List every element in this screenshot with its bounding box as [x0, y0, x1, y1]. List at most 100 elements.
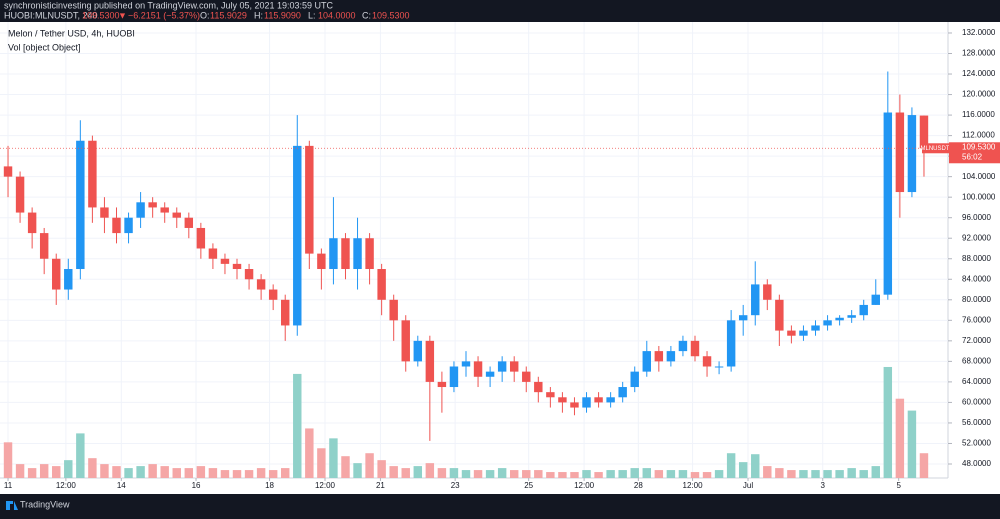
- volume-bar: [642, 468, 651, 478]
- volume-bar: [690, 472, 700, 478]
- volume-bar: [534, 470, 543, 478]
- y-tick-label: 64.0000: [962, 377, 991, 386]
- x-tick-label: 28: [634, 481, 643, 490]
- volume-bar: [473, 470, 483, 478]
- candle-layer: [3, 71, 929, 441]
- volume-bar: [244, 470, 254, 478]
- volume-bar: [184, 468, 194, 478]
- candle-body: [148, 202, 157, 208]
- volume-bar: [763, 466, 772, 478]
- candle-body: [485, 371, 495, 377]
- x-tick-label: 12:00: [56, 481, 77, 490]
- volume-bar: [702, 472, 712, 478]
- volume-bar: [196, 466, 206, 478]
- header-item: 104.0000: [318, 10, 356, 20]
- volume-bar: [256, 468, 266, 478]
- x-tick-label: 16: [192, 481, 201, 490]
- volume-bar: [594, 472, 603, 478]
- header-item: O:: [200, 10, 210, 20]
- candle-body: [582, 397, 591, 408]
- candle-body: [738, 315, 748, 321]
- volume-bar: [148, 464, 157, 478]
- y-tick-label: 120.0000: [962, 90, 996, 99]
- candle-body: [509, 361, 519, 372]
- volume-bar: [497, 468, 507, 478]
- candle-body: [823, 320, 832, 326]
- candle-body: [690, 340, 700, 357]
- chart-title: Melon / Tether USD, 4h, HUOBI: [8, 28, 135, 38]
- volume-bar: [907, 410, 917, 478]
- x-tick-label: Jul: [743, 481, 753, 490]
- header-item: 115.9029: [210, 10, 247, 20]
- volume-bar: [606, 470, 615, 478]
- candle-body: [546, 392, 555, 398]
- candle-body: [341, 238, 350, 270]
- candle-body: [618, 387, 627, 398]
- volume-bar: [895, 398, 905, 478]
- y-tick-label: 112.0000: [962, 131, 995, 140]
- volume-bar: [305, 428, 314, 478]
- candle-body: [919, 115, 929, 149]
- candle-body: [642, 351, 651, 372]
- y-tick-label: 48.0000: [962, 459, 991, 468]
- volume-bar: [341, 456, 350, 478]
- volume-bar: [666, 470, 676, 478]
- y-tick-label: 128.0000: [962, 49, 996, 58]
- volume-bar: [799, 470, 808, 478]
- candle-body: [413, 340, 423, 362]
- x-tick-label: 23: [451, 481, 460, 490]
- volume-bar: [172, 468, 181, 478]
- volume-bar: [160, 466, 169, 478]
- footer-bar: [0, 494, 1000, 514]
- price-tag-label: 109.5300: [962, 142, 996, 151]
- y-tick-label: 104.0000: [962, 172, 996, 181]
- volume-bar: [859, 470, 868, 478]
- volume-bar: [787, 470, 796, 478]
- volume-bar: [293, 373, 302, 478]
- header-item: −6.2151 (−5.37%): [128, 10, 200, 20]
- candle-body: [883, 112, 893, 295]
- volume-bar: [678, 470, 688, 478]
- volume-bar: [726, 453, 736, 478]
- candle-body: [305, 145, 314, 254]
- volume-bar: [39, 464, 49, 478]
- candle-body: [244, 269, 254, 280]
- volume-bar: [112, 466, 121, 478]
- price-tag: [949, 142, 1000, 164]
- candle-body: [329, 238, 338, 270]
- volume-bar: [232, 470, 242, 478]
- logo-icon: [6, 501, 18, 510]
- volume-bar: [64, 460, 73, 478]
- candle-body: [437, 381, 447, 388]
- candle-body: [751, 284, 760, 316]
- x-tick-label: 21: [376, 481, 385, 490]
- candle-body: [835, 317, 844, 321]
- x-tick-label: 14: [117, 481, 126, 490]
- volume-bar: [919, 453, 929, 478]
- candle-body: [256, 279, 266, 290]
- volume-bar: [15, 464, 25, 478]
- symbol-tag-label: MLNUSDT: [920, 146, 949, 152]
- volume-bar: [353, 463, 362, 478]
- candle-body: [365, 238, 374, 270]
- candle-body: [124, 217, 133, 234]
- x-tick-label: 5: [896, 481, 901, 490]
- y-tick-label: 72.0000: [962, 336, 991, 345]
- y-tick-label: 92.0000: [962, 233, 991, 242]
- volume-title: Vol [object Object]: [8, 42, 81, 52]
- volume-bar: [485, 470, 495, 478]
- candle-body: [473, 361, 483, 377]
- candle-body: [594, 397, 603, 403]
- x-tick-label: 3: [821, 481, 826, 490]
- candle-body: [196, 227, 206, 249]
- candle-body: [763, 284, 772, 300]
- y-tick-label: 80.0000: [962, 295, 991, 304]
- header-item: 115.9090: [264, 10, 301, 20]
- candle-body: [76, 140, 85, 270]
- volume-bar: [738, 462, 748, 478]
- y-tick-label: 68.0000: [962, 356, 991, 365]
- volume-bar: [449, 468, 459, 478]
- candle-body: [522, 371, 531, 382]
